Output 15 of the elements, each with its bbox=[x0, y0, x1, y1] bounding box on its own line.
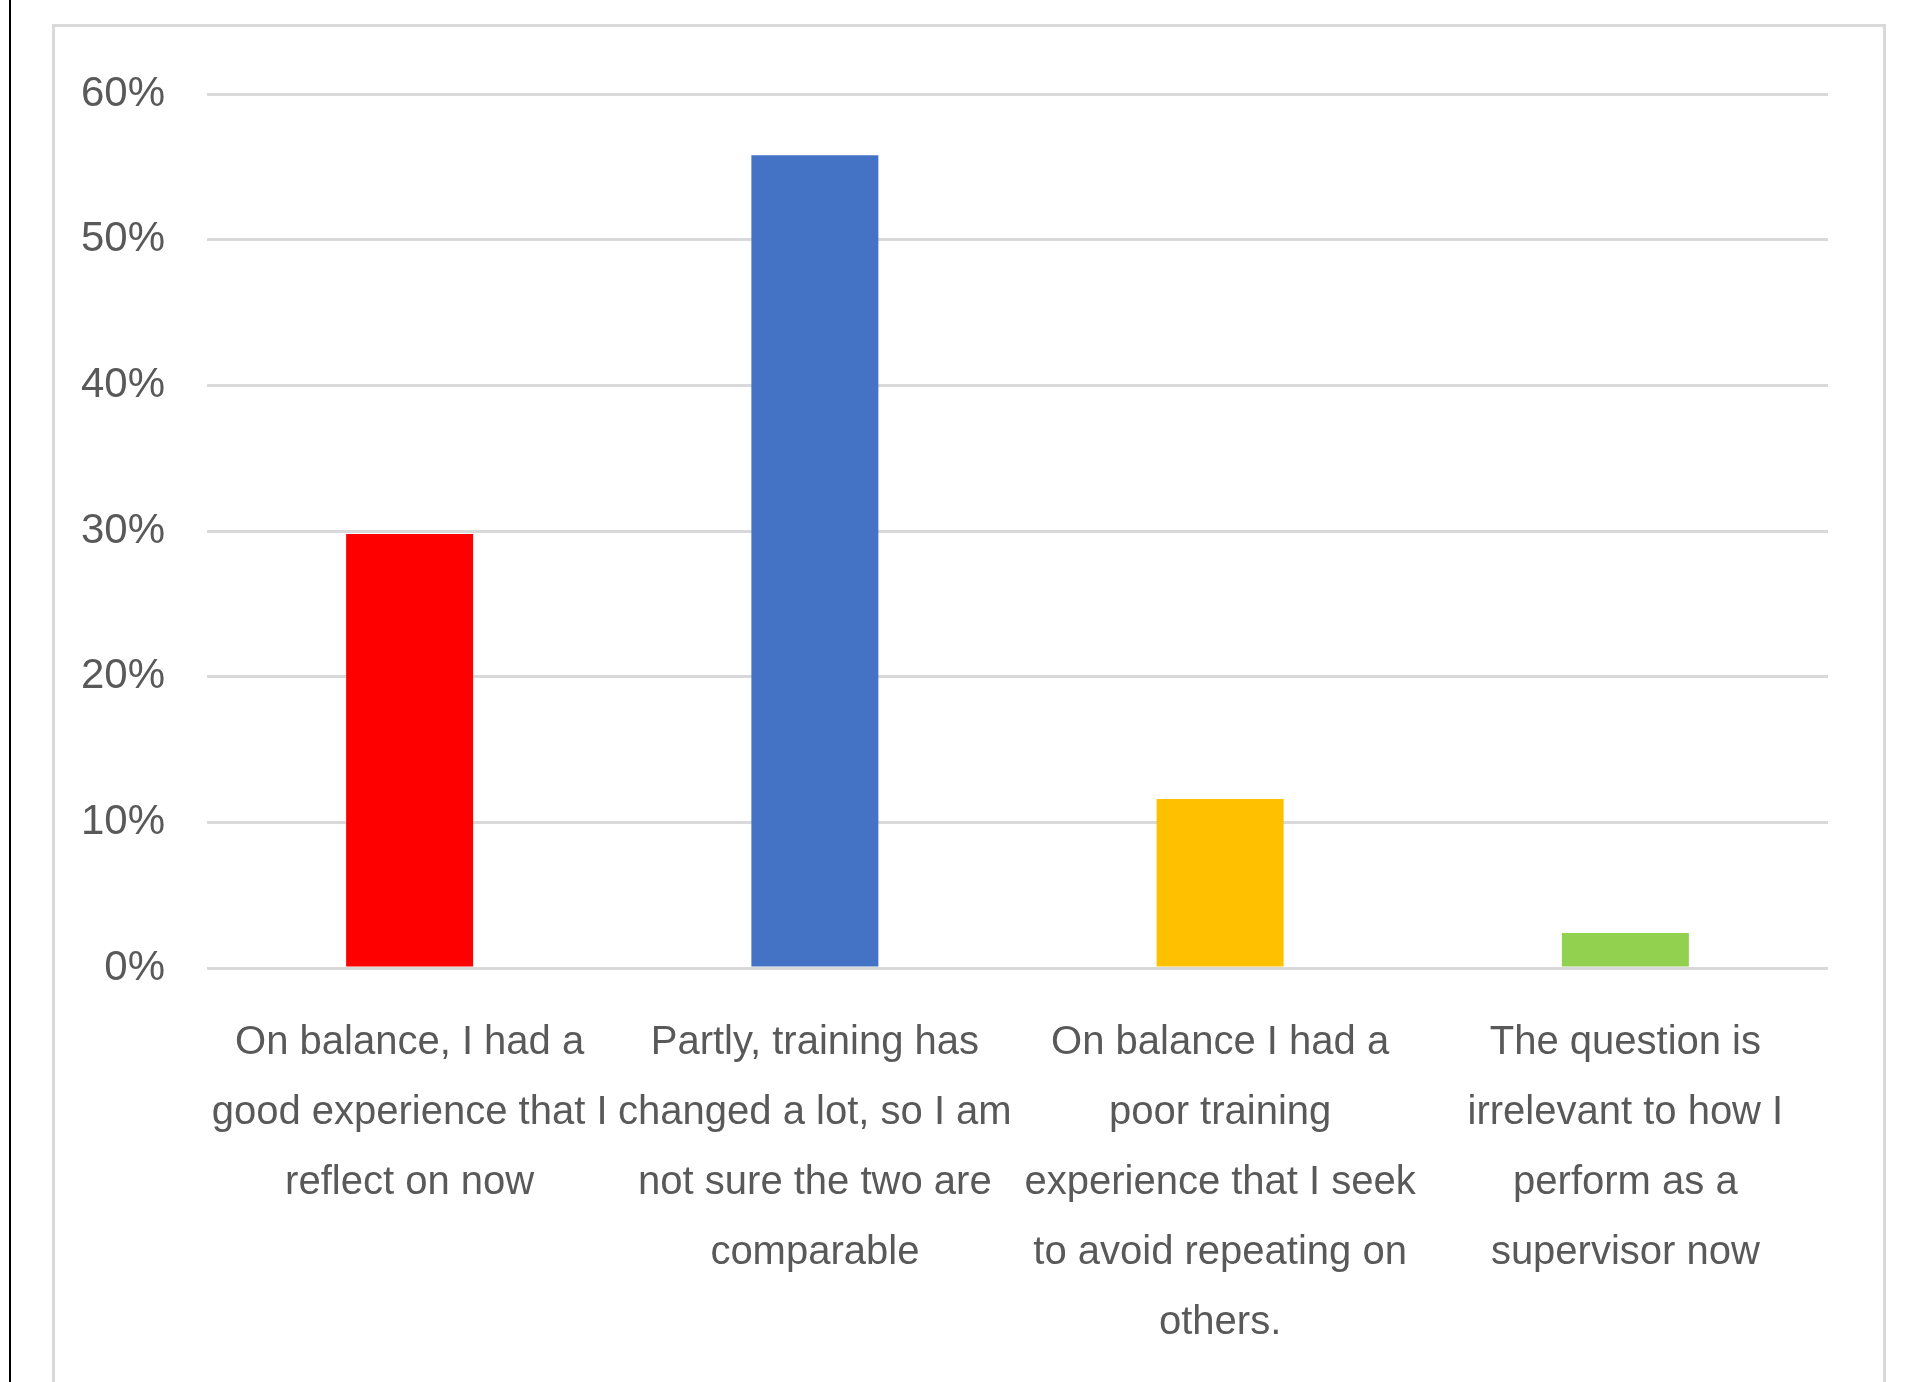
bar bbox=[751, 155, 879, 967]
x-tick-label: The question is irrelevant to how I perform as a supervisor now bbox=[1467, 1018, 1784, 1273]
y-tick-label: 60% bbox=[80, 67, 165, 115]
y-tick-label: 30% bbox=[80, 504, 165, 552]
bar bbox=[346, 534, 474, 967]
x-tick-label: On balance I had a poor training experience that I seek to avoid repeating on others. bbox=[1024, 1018, 1417, 1343]
x-tick-label: Partly, training has changed a lot, so I am not sure the two are comparable bbox=[618, 1018, 1012, 1273]
y-tick-label: 40% bbox=[80, 359, 165, 407]
x-tick-label: On balance, I had a good experience that I reflect on now bbox=[211, 1018, 608, 1203]
bar bbox=[1156, 799, 1284, 967]
y-tick-label: 0% bbox=[104, 941, 165, 989]
y-tick-label: 50% bbox=[80, 213, 165, 261]
y-tick-label: 20% bbox=[80, 650, 165, 698]
y-tick-label: 10% bbox=[80, 795, 165, 843]
bar bbox=[1561, 933, 1689, 967]
